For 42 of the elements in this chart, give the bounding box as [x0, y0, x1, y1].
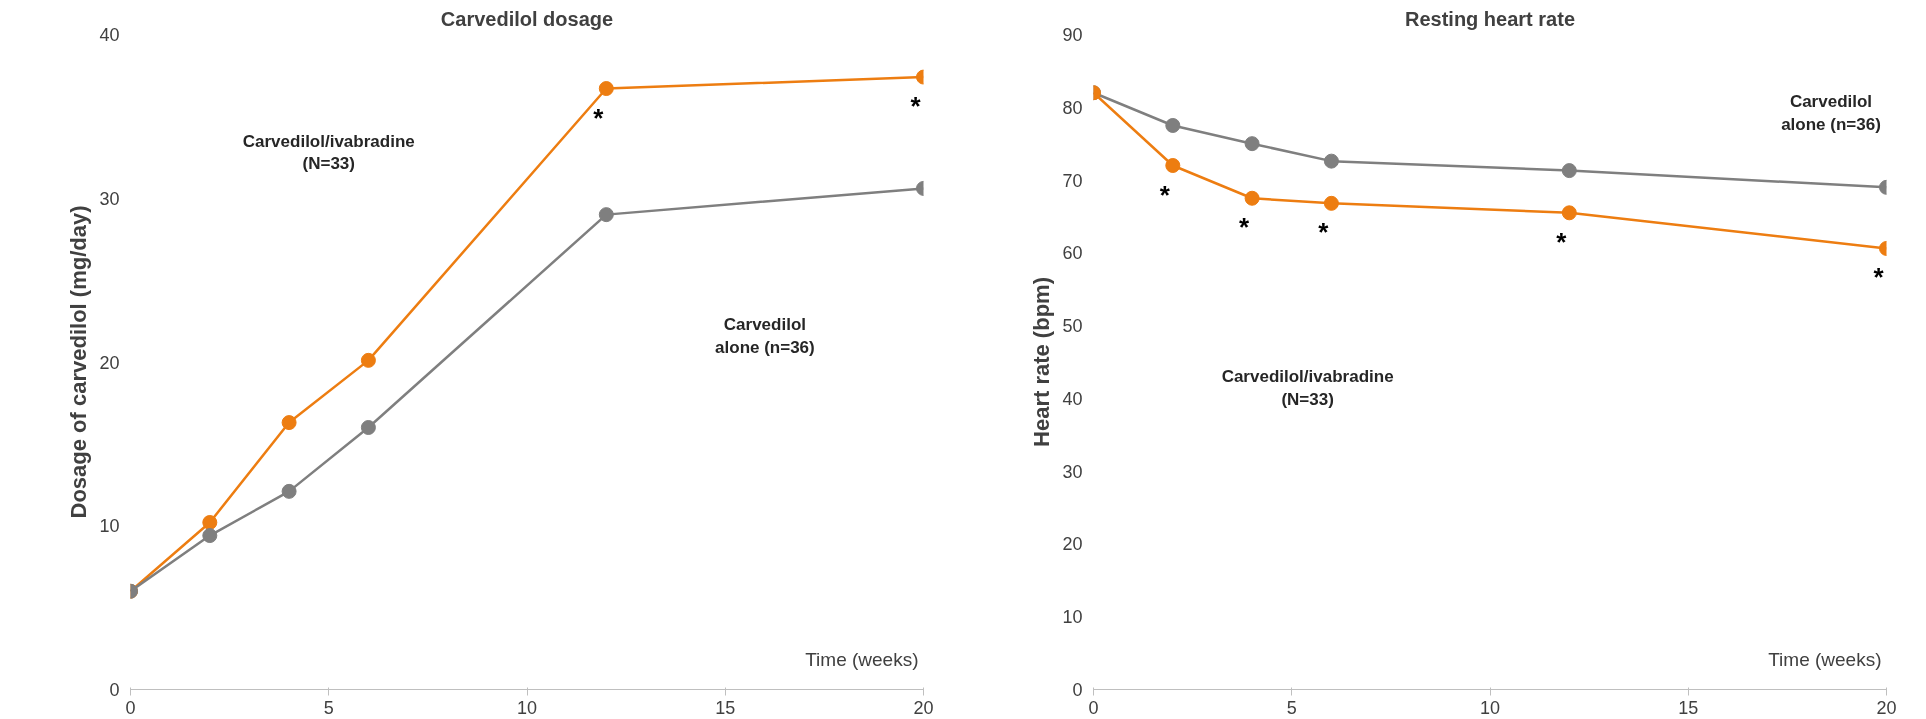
- x-tick-label: 15: [715, 697, 736, 718]
- y-tick-label: 30: [1062, 461, 1083, 482]
- annotation: Carvedilol/ivabradine (N=33): [1221, 367, 1394, 410]
- annotation: *: [1556, 226, 1568, 257]
- y-tick-label: 90: [1062, 25, 1083, 45]
- chart-title: Carvedilol dosage: [440, 7, 614, 30]
- y-tick-label: 10: [99, 516, 120, 537]
- x-tick-label: 10: [1479, 697, 1501, 718]
- annotation: *: [1239, 212, 1251, 243]
- x-axis-title: Time (weeks): [1768, 648, 1882, 670]
- chart-title: Resting heart rate: [1404, 7, 1576, 30]
- x-tick-label: 20: [1876, 697, 1897, 718]
- annotation: *: [1318, 217, 1330, 248]
- x-tick-label: 5: [323, 697, 334, 718]
- y-tick-label: 80: [1062, 97, 1083, 118]
- y-tick-label: 40: [99, 25, 120, 45]
- y-axis-title: Heart rate (bpm): [1029, 277, 1055, 447]
- y-tick-label: 20: [99, 352, 120, 373]
- x-tick-label: 20: [913, 697, 934, 718]
- annotation: Carvedilol alone (n=36): [1781, 92, 1881, 134]
- y-tick-label: 50: [1062, 316, 1083, 337]
- x-axis-title: Time (weeks): [805, 648, 919, 670]
- annotation: Carvedilol/ivabradine (N=33): [242, 131, 415, 174]
- x-tick-label: 15: [1678, 697, 1699, 718]
- y-tick-label: 0: [1072, 680, 1083, 700]
- annotation: *: [1873, 262, 1885, 293]
- x-tick-label: 0: [125, 697, 136, 718]
- y-tick-label: 40: [1062, 388, 1083, 409]
- y-tick-label: 10: [1062, 607, 1083, 628]
- annotation: *: [910, 91, 922, 122]
- y-tick-label: 30: [99, 188, 120, 209]
- y-tick-label: 60: [1062, 243, 1083, 264]
- y-axis-title: Dosage of carvedilol (mg/day): [66, 205, 92, 519]
- annotation: *: [1159, 179, 1171, 210]
- x-tick-label: 10: [516, 697, 538, 718]
- annotation: *: [593, 102, 605, 133]
- y-tick-label: 20: [1062, 534, 1083, 555]
- y-tick-label: 70: [1062, 170, 1083, 191]
- y-tick-label: 0: [109, 680, 120, 700]
- x-tick-label: 5: [1286, 697, 1297, 718]
- annotation: Carvedilol alone (n=36): [715, 314, 815, 357]
- x-tick-label: 0: [1088, 697, 1099, 718]
